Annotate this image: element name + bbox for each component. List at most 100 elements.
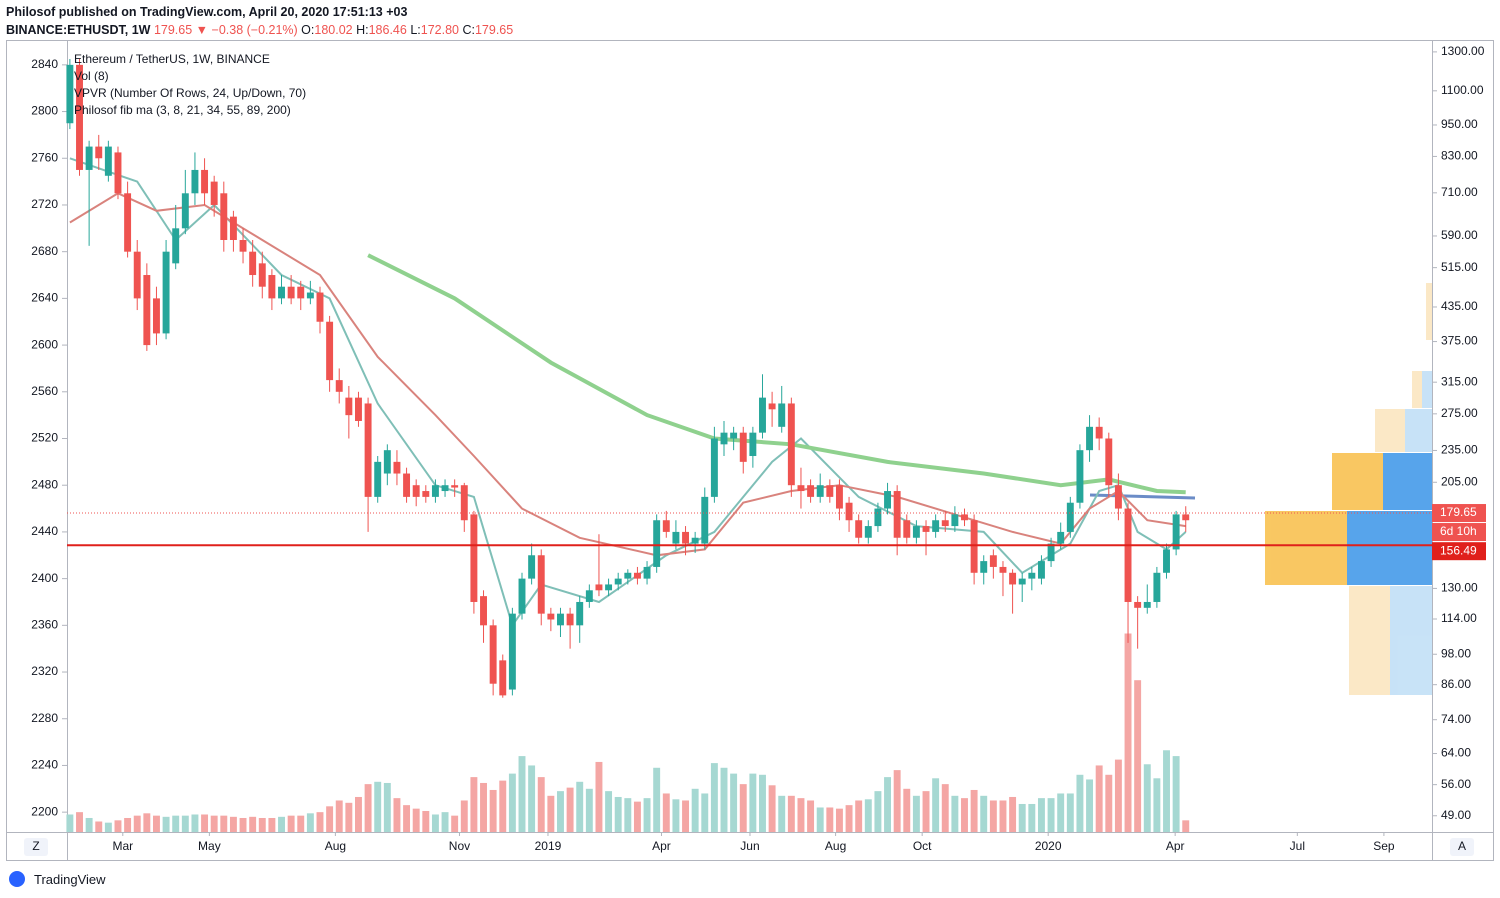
volume-bar <box>807 800 815 832</box>
candle-body <box>537 555 545 614</box>
last-price-box <box>1432 504 1486 523</box>
volume-bar <box>374 781 382 832</box>
x-tick-label: Aug <box>825 839 846 853</box>
candle-body <box>653 520 661 567</box>
candle-body <box>672 531 680 544</box>
volume-bar <box>1095 765 1103 832</box>
volume-bar <box>306 813 314 832</box>
candle-body <box>393 461 401 474</box>
volume-bar <box>1143 764 1151 832</box>
candle-body <box>1018 578 1026 585</box>
candle-body <box>874 508 882 527</box>
volume-bar <box>114 820 122 832</box>
candle-body <box>1134 601 1142 608</box>
volume-bar <box>710 763 718 832</box>
y-tick-label: 2680 <box>31 244 58 258</box>
candle-body <box>893 491 901 538</box>
volume-bar <box>1028 803 1036 832</box>
volume-bar <box>778 795 786 832</box>
symbol: BINANCE:ETHUSDT, 1W <box>6 23 151 37</box>
volume-bar <box>874 791 882 832</box>
candle-body <box>489 625 497 684</box>
candle-body <box>739 432 747 462</box>
volume-bar <box>768 785 776 832</box>
volume-bar <box>980 795 988 832</box>
zoom-button-label[interactable]: Z <box>32 839 39 853</box>
y2-tick-label: 830.00 <box>1441 149 1478 163</box>
volume-bar <box>845 805 853 832</box>
candle-body <box>181 193 189 229</box>
x-tick-label: 2020 <box>1035 839 1062 853</box>
vp-up <box>1375 409 1405 452</box>
candle-body <box>1028 572 1036 579</box>
volume-bar <box>441 812 449 832</box>
candle-body <box>258 263 266 287</box>
brand-logo <box>9 871 25 887</box>
y-tick-label: 2400 <box>31 571 58 585</box>
y2-tick-label: 275.00 <box>1441 406 1478 420</box>
volume-bar <box>364 784 372 832</box>
volume-bar <box>133 815 141 832</box>
volume-bar <box>893 770 901 832</box>
volume-bar <box>1086 779 1094 832</box>
volume-bar <box>1057 793 1065 832</box>
candle-body <box>191 169 199 194</box>
candle-body <box>701 496 709 544</box>
candle-body <box>172 228 180 264</box>
volume-bar <box>412 808 420 832</box>
volume-bar <box>528 765 536 832</box>
x-tick-label: Jul <box>1290 839 1305 853</box>
candle-body <box>941 520 949 527</box>
candle-body <box>1124 508 1132 602</box>
auto-button[interactable] <box>1450 838 1474 856</box>
y-tick-label: 2320 <box>31 664 58 678</box>
y-tick-label: 2360 <box>31 617 58 631</box>
candle-body <box>287 286 295 299</box>
y-tick-label: 2800 <box>31 104 58 118</box>
volume-bar <box>480 782 487 832</box>
vp-up <box>1332 453 1383 510</box>
volume-bar <box>730 773 738 832</box>
candle-body <box>374 461 382 497</box>
y-tick-label: 2560 <box>31 384 58 398</box>
candle-body <box>249 251 257 276</box>
candle-body <box>1047 543 1055 562</box>
legend-entry: Philosof fib ma (3, 8, 21, 34, 55, 89, 2… <box>74 103 291 117</box>
volume-bar <box>1037 798 1045 832</box>
level-label: 156.49 <box>1440 543 1477 557</box>
x-tick-label: 2019 <box>535 839 562 853</box>
last: 179.65 <box>153 23 193 37</box>
volume-bar <box>1114 759 1122 832</box>
candle-body <box>787 403 795 486</box>
volume-bar <box>605 791 613 832</box>
volume-bar <box>989 800 997 832</box>
zoom-button[interactable] <box>24 838 48 856</box>
candle-body <box>239 239 247 252</box>
volume-bar <box>1009 796 1017 832</box>
volume-bar <box>1134 680 1142 832</box>
volume-bar <box>624 798 632 832</box>
vp-up <box>1426 283 1432 340</box>
auto-button-label[interactable]: A <box>1458 839 1466 853</box>
vp-up <box>1265 511 1347 585</box>
poc-line <box>1089 493 1196 500</box>
volume-bar <box>355 796 362 832</box>
candle-body <box>162 251 170 334</box>
level-box <box>1432 542 1486 561</box>
volume-bar <box>518 756 526 832</box>
volume-bar <box>941 784 949 832</box>
volume-bar <box>1018 803 1026 832</box>
volume-bar <box>258 817 266 832</box>
y2-tick-label: 205.00 <box>1441 474 1478 488</box>
candle-body <box>980 561 988 573</box>
candle-body <box>76 64 83 170</box>
volume-bar <box>614 796 622 832</box>
candle-body <box>1143 601 1151 608</box>
l-label: L: <box>410 23 421 37</box>
candle-body <box>662 520 670 532</box>
volume-bar <box>470 777 478 832</box>
x-tick-label: Jun <box>740 839 759 853</box>
volume-bar <box>566 787 574 832</box>
candle-body <box>306 292 314 299</box>
candle-body <box>864 526 872 538</box>
